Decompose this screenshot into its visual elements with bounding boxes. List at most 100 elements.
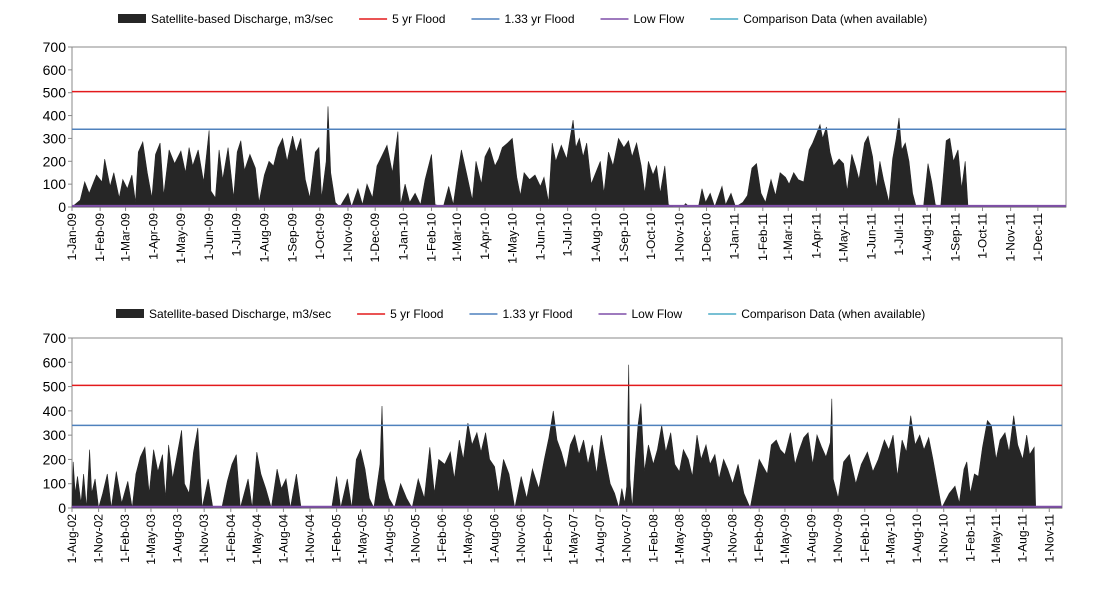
- y-tick-label: 500: [43, 379, 67, 395]
- y-tick-label: 400: [43, 403, 67, 419]
- legend-item: Comparison Data (when available): [708, 307, 925, 321]
- x-tick-label: 1-Aug-11: [920, 213, 934, 262]
- x-tick-label: 1-Feb-03: [118, 514, 132, 563]
- legend-item: 5 yr Flood: [357, 307, 443, 321]
- x-tick-label: 1-May-09: [174, 213, 188, 264]
- x-tick-label: 1-Nov-10: [672, 213, 686, 263]
- x-tick-label: 1-Sep-09: [286, 213, 300, 263]
- x-tick-label: 1-Jan-09: [65, 213, 79, 261]
- x-tick-label: 1-Aug-05: [382, 514, 396, 564]
- discharge-chart-2002-2011: Satellite-based Discharge, m3/sec 5 yr Fl…: [0, 298, 1094, 608]
- x-tick-label: 1-Mar-11: [781, 213, 795, 261]
- x-tick-label: 1-Apr-10: [478, 213, 492, 260]
- y-tick-label: 100: [43, 476, 67, 492]
- legend-label: Comparison Data (when available): [741, 307, 925, 321]
- x-tick-label: 1-Oct-10: [644, 213, 658, 260]
- x-tick-label: 1-May-07: [567, 514, 581, 565]
- y-tick-label: 700: [43, 39, 67, 55]
- x-tick-label: 1-Nov-03: [197, 514, 211, 564]
- x-tick-label: 1-Jan-10: [396, 213, 410, 261]
- x-tick-label: 1-Feb-09: [752, 514, 766, 563]
- y-tick-label: 200: [43, 153, 67, 169]
- x-tick-label: 1-May-05: [355, 514, 369, 565]
- x-tick-label: 1-Aug-03: [171, 514, 185, 564]
- x-tick-label: 1-Aug-09: [805, 514, 819, 564]
- chart-svg: Satellite-based Discharge, m3/sec 5 yr Fl…: [43, 307, 1063, 565]
- x-tick-label: 1-Aug-07: [593, 514, 607, 564]
- x-tick-label: 1-Aug-04: [276, 514, 290, 564]
- x-tick-label: 1-Mar-10: [450, 213, 464, 262]
- y-tick-label: 700: [43, 330, 67, 346]
- x-tick-label: 1-Jul-11: [892, 213, 906, 256]
- x-tick-label: 1-Nov-02: [92, 514, 106, 564]
- y-tick-label: 100: [43, 176, 67, 192]
- legend-item: 1.33 yr Flood: [469, 307, 573, 321]
- x-tick-label: 1-Feb-06: [435, 514, 449, 563]
- x-tick-label: 1-May-11: [837, 213, 851, 263]
- x-tick-label: 1-Apr-09: [147, 213, 161, 260]
- x-tick-label: 1-Feb-11: [963, 514, 977, 562]
- legend-label: 1.33 yr Flood: [504, 12, 574, 26]
- legend-label: Satellite-based Discharge, m3/sec: [149, 307, 331, 321]
- x-tick-label: 1-Jul-09: [229, 213, 243, 257]
- x-tick-label: 1-Nov-10: [937, 514, 951, 564]
- x-tick-label: 1-Aug-10: [589, 213, 603, 263]
- legend-swatch-area: [118, 14, 146, 23]
- x-tick-label: 1-Jul-10: [561, 213, 575, 257]
- x-tick-label: 1-Nov-11: [1004, 213, 1018, 262]
- x-tick-label: 1-Feb-05: [330, 514, 344, 563]
- y-tick-label: 500: [43, 85, 67, 101]
- x-tick-label: 1-Jun-10: [533, 213, 547, 261]
- x-tick-label: 1-Dec-09: [368, 213, 382, 263]
- legend-item: 1.33 yr Flood: [471, 12, 575, 26]
- x-tick-label: 1-Apr-11: [809, 213, 823, 259]
- x-tick-label: 1-May-03: [144, 514, 158, 565]
- legend-label: Satellite-based Discharge, m3/sec: [151, 12, 333, 26]
- legend-item: Low Flow: [600, 12, 685, 26]
- x-tick-label: 1-Nov-09: [831, 514, 845, 564]
- x-tick-label: 1-May-06: [461, 514, 475, 565]
- x-tick-label: 1-May-10: [883, 514, 897, 565]
- x-tick-label: 1-May-04: [250, 514, 264, 565]
- x-tick-label: 1-Nov-04: [303, 514, 317, 564]
- y-tick-label: 300: [43, 427, 67, 443]
- y-tick-label: 600: [43, 354, 67, 370]
- x-tick-label: 1-Oct-09: [313, 213, 327, 260]
- x-tick-label: 1-Jun-11: [865, 213, 879, 260]
- x-tick-label: 1-Feb-04: [224, 514, 238, 563]
- discharge-chart-2009-2011: Satellite-based Discharge, m3/sec 5 yr Fl…: [0, 0, 1094, 298]
- discharge-area-series: [71, 364, 1062, 510]
- x-tick-label: 1-Nov-11: [1042, 514, 1056, 563]
- legend-item: Comparison Data (when available): [710, 12, 927, 26]
- legend-label: 5 yr Flood: [392, 12, 445, 26]
- x-tick-label: 1-Aug-11: [1016, 514, 1030, 563]
- x-tick-label: 1-Mar-09: [119, 213, 133, 262]
- x-tick-label: 1-Sep-10: [617, 213, 631, 263]
- y-tick-label: 600: [43, 62, 67, 78]
- x-tick-label: 1-May-10: [505, 213, 519, 264]
- x-tick-label: 1-May-09: [778, 514, 792, 565]
- x-tick-label: 1-Nov-07: [620, 514, 634, 564]
- x-tick-label: 1-Dec-10: [700, 213, 714, 263]
- x-tick-label: 1-Oct-11: [975, 213, 989, 259]
- x-tick-label: 1-Feb-10: [424, 213, 438, 262]
- legend-item: Satellite-based Discharge, m3/sec: [118, 12, 333, 26]
- legend-label: 5 yr Flood: [390, 307, 443, 321]
- y-tick-label: 400: [43, 108, 67, 124]
- x-tick-label: 1-Aug-08: [699, 514, 713, 564]
- legend-item: 5 yr Flood: [359, 12, 445, 26]
- x-tick-label: 1-Sep-11: [948, 213, 962, 262]
- x-tick-label: 1-Nov-05: [409, 514, 423, 564]
- x-tick-label: 1-Feb-08: [646, 514, 660, 563]
- y-tick-label: 0: [58, 500, 66, 516]
- legend-label: 1.33 yr Flood: [502, 307, 572, 321]
- discharge-area-series: [71, 106, 1066, 209]
- chart-svg: Satellite-based Discharge, m3/sec 5 yr Fl…: [43, 12, 1067, 264]
- x-tick-label: 1-Dec-11: [1031, 213, 1045, 262]
- y-tick-label: 300: [43, 130, 67, 146]
- y-tick-label: 200: [43, 451, 67, 467]
- x-tick-label: 1-May-11: [989, 514, 1003, 564]
- x-tick-label: 1-Aug-09: [257, 213, 271, 263]
- x-tick-label: 1-Nov-06: [514, 514, 528, 564]
- x-tick-label: 1-Feb-11: [756, 213, 770, 261]
